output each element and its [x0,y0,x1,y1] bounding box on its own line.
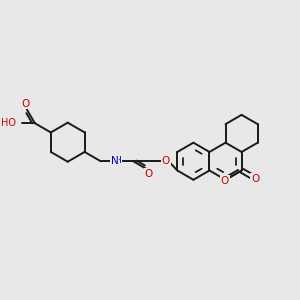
Text: H: H [114,156,121,165]
Text: N: N [111,156,119,166]
Text: O: O [145,169,153,178]
Text: O: O [22,99,30,109]
Text: O: O [251,174,260,184]
Text: HO: HO [1,118,16,128]
Text: O: O [161,156,170,166]
Text: O: O [220,176,229,186]
